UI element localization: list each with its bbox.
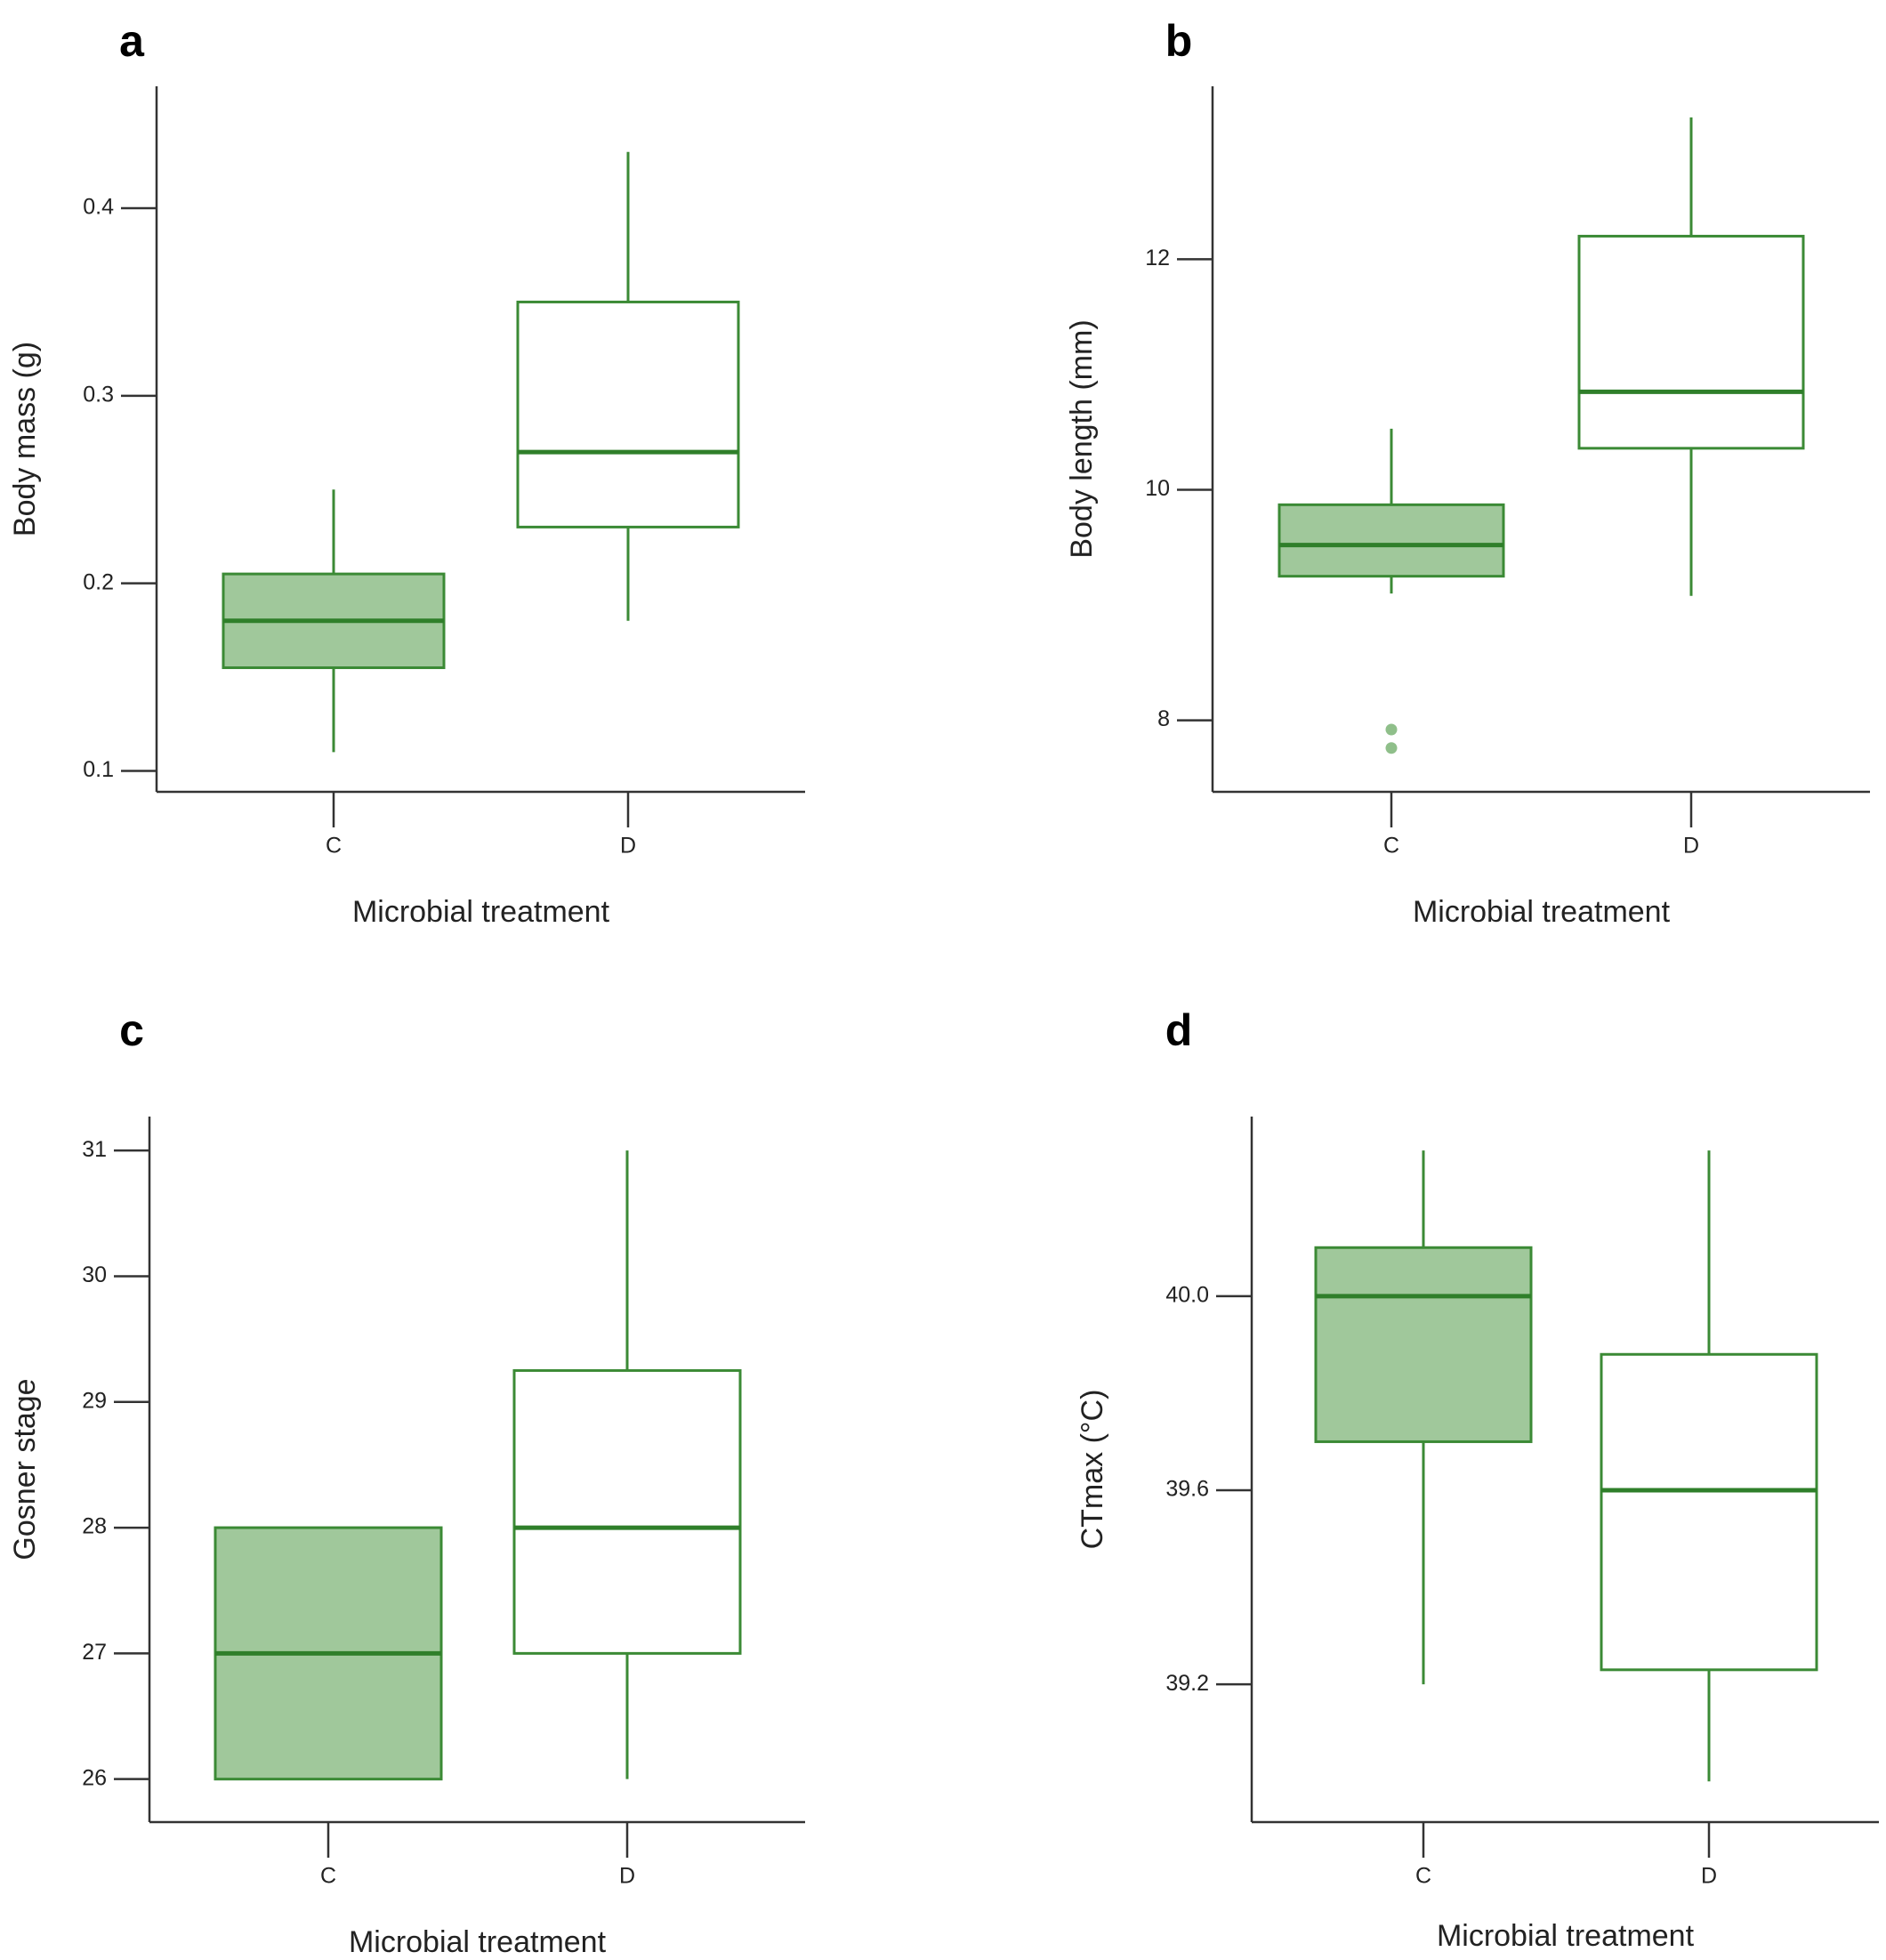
y-tick-label: 0.2 — [83, 569, 114, 594]
outlier-point — [1385, 742, 1398, 754]
x-tick-label: D — [619, 1864, 635, 1889]
y-tick-label: 26 — [82, 1765, 107, 1790]
y-tick-label: 12 — [1145, 246, 1170, 270]
y-tick-label: 30 — [82, 1262, 107, 1287]
box-a-C — [222, 489, 446, 753]
panel-d: d 39.2 39.6 40.0 C D Microbial treatment CTmax … — [1076, 1005, 1879, 1953]
panel-c: c 26 27 28 29 30 31 C D Microbial treatment Gosner… — [8, 1005, 805, 1959]
x-tick-label: D — [620, 834, 636, 859]
y-tick-label: 28 — [82, 1514, 107, 1539]
iqr-box — [1600, 1352, 1818, 1672]
y-axis-title: Body mass (g) — [8, 342, 42, 536]
y-tick-label: 0.4 — [83, 195, 114, 220]
box-d-C — [1314, 1150, 1533, 1685]
y-tick-label: 8 — [1157, 706, 1170, 731]
y-tick-label: 31 — [82, 1137, 107, 1162]
panel-label-b: b — [1165, 16, 1193, 66]
iqr-box — [512, 1368, 742, 1655]
iqr-box — [1277, 503, 1505, 578]
y-tick-label: 27 — [82, 1640, 107, 1665]
iqr-box — [1577, 234, 1805, 450]
x-tick-label: D — [1701, 1864, 1717, 1889]
y-tick-label: 0.3 — [83, 382, 114, 407]
box-c-C — [214, 1526, 443, 1781]
panel-a: a 0.1 0.2 0.3 0.4 C D Microbial treatment Body m… — [8, 16, 805, 929]
outlier-point — [1385, 723, 1398, 736]
panel-label-a: a — [119, 16, 145, 66]
y-axis-title: CTmax (°C) — [1076, 1390, 1109, 1550]
box-a-D — [516, 151, 740, 621]
x-axis-title: Microbial treatment — [1413, 895, 1671, 929]
box-b-C — [1277, 428, 1505, 754]
x-tick-label: C — [1383, 834, 1399, 859]
y-axis-title: Gosner stage — [8, 1378, 42, 1560]
y-tick-label: 40.0 — [1165, 1282, 1209, 1307]
y-tick-label: 10 — [1145, 476, 1170, 501]
box-b-D — [1577, 117, 1805, 596]
y-tick-label: 39.2 — [1165, 1671, 1209, 1696]
x-axis-title: Microbial treatment — [352, 895, 610, 929]
y-tick-label: 39.6 — [1165, 1477, 1209, 1502]
y-axis-title: Body length (mm) — [1065, 319, 1099, 558]
y-tick-label: 0.1 — [83, 757, 114, 782]
x-tick-label: C — [326, 834, 342, 859]
box-c-D — [512, 1150, 742, 1779]
panel-b: b 8 10 12 C D Microbial treatment Body length (… — [1065, 16, 1870, 929]
panel-label-c: c — [119, 1005, 144, 1055]
x-tick-label: C — [1415, 1864, 1431, 1889]
x-axis-title: Microbial treatment — [1437, 1919, 1695, 1953]
box-d-D — [1600, 1150, 1818, 1782]
x-tick-label: C — [320, 1864, 336, 1889]
x-tick-label: D — [1683, 834, 1699, 859]
x-axis-title: Microbial treatment — [349, 1925, 607, 1959]
y-tick-label: 29 — [82, 1388, 107, 1413]
iqr-box — [1314, 1246, 1533, 1443]
panel-label-d: d — [1165, 1005, 1193, 1055]
iqr-box — [516, 300, 740, 528]
